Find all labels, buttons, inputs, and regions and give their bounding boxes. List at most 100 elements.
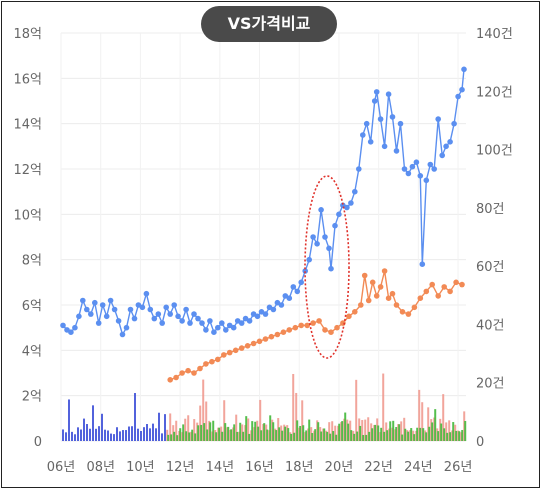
volume-bar: [242, 431, 245, 441]
series-point: [352, 188, 358, 195]
volume-bar: [367, 417, 370, 441]
series-point: [215, 356, 221, 363]
volume-bar: [338, 423, 341, 441]
series-point: [171, 302, 177, 308]
series-point: [179, 318, 185, 324]
series-point: [318, 207, 324, 213]
series-point: [423, 177, 430, 184]
volume-bar: [311, 433, 314, 441]
volume-bar: [155, 428, 157, 441]
series-point: [377, 284, 384, 290]
series-point: [203, 327, 209, 333]
volume-bar: [443, 428, 446, 441]
series-point: [417, 173, 424, 179]
volume-bar: [344, 412, 347, 441]
series-point: [223, 327, 229, 333]
series-point: [250, 340, 257, 347]
y-right-tick-label: 20건: [476, 377, 505, 392]
volume-bar: [143, 427, 145, 441]
volume-bar: [353, 433, 356, 441]
series-point: [417, 295, 424, 302]
y-right-tick-label: 100건: [476, 144, 513, 159]
volume-bar: [341, 421, 344, 441]
series-point: [203, 361, 209, 367]
series-point: [254, 313, 261, 320]
series-point: [280, 329, 287, 336]
volume-bar: [152, 423, 154, 441]
volume-bar: [104, 429, 106, 441]
series-point: [358, 302, 364, 308]
volume-bar: [464, 421, 467, 441]
series-point: [332, 222, 338, 229]
volume-bar: [202, 379, 205, 441]
volume-bar: [179, 428, 182, 441]
volume-bar: [440, 423, 443, 441]
y-left-tick-label: 0: [34, 435, 42, 450]
series-point: [413, 159, 420, 165]
series-point: [80, 297, 86, 304]
series-point: [381, 268, 388, 274]
series-point: [72, 324, 78, 331]
volume-bars: [62, 373, 467, 441]
volume-bar: [290, 433, 293, 441]
volume-bar: [197, 425, 200, 441]
vs-compare-button[interactable]: VS가격비교: [201, 6, 337, 42]
volume-bar: [193, 419, 196, 441]
x-tick-label: 12년: [166, 460, 195, 475]
y-right-tick-label: 80건: [476, 202, 505, 217]
series-point: [159, 320, 165, 326]
volume-bar: [221, 431, 224, 441]
volume-bar: [422, 428, 425, 441]
volume-bar: [182, 424, 185, 441]
volume-bar: [92, 405, 94, 441]
volume-bar: [184, 418, 187, 441]
series-point: [123, 324, 130, 331]
volume-bar: [263, 423, 266, 441]
series-point: [447, 139, 453, 145]
series-point: [371, 98, 378, 104]
y-left-tick-label: 14억: [13, 118, 42, 133]
y-left-tick-label: 8억: [22, 254, 42, 269]
series-point: [451, 120, 457, 127]
y-right-tick-label: 60건: [476, 260, 505, 275]
volume-bar: [335, 434, 338, 441]
series-point: [336, 211, 342, 218]
volume-bar: [281, 430, 284, 441]
volume-bar: [191, 429, 194, 441]
y-left-tick-label: 2억: [22, 390, 42, 405]
volume-bar: [205, 401, 208, 441]
volume-bar: [95, 428, 97, 441]
volume-bar: [254, 421, 257, 441]
volume-bar: [446, 432, 449, 441]
x-tick-label: 06년: [47, 460, 76, 475]
volume-bar: [449, 432, 452, 441]
x-axis: 06년 08년 10년 12년 14년 16년 18년 20년 22년 24년 26년: [47, 460, 473, 475]
series-point: [199, 320, 205, 326]
volume-bar: [65, 432, 67, 441]
volume-bar: [359, 425, 362, 441]
volume-bar: [98, 426, 100, 441]
series-point: [360, 132, 366, 138]
series-point: [187, 320, 193, 326]
volume-bar: [140, 431, 142, 441]
volume-bar: [209, 422, 212, 441]
series-point: [274, 331, 281, 338]
series-point: [393, 148, 400, 154]
series-point: [268, 333, 275, 340]
volume-bar: [212, 420, 215, 441]
volume-bar: [299, 425, 302, 441]
volume-bar: [86, 424, 88, 441]
volume-bar: [278, 427, 281, 441]
series-point: [221, 352, 227, 358]
volume-bar: [224, 423, 227, 441]
series-point: [270, 306, 277, 313]
volume-bar: [293, 432, 296, 441]
x-tick-label: 08년: [86, 460, 115, 475]
volume-bar: [101, 413, 103, 441]
series-point: [207, 318, 213, 324]
volume-bar: [89, 428, 91, 441]
series-point: [256, 338, 263, 345]
y-right-tick-label: 120건: [476, 85, 513, 100]
y-right-tick-label: 40건: [476, 318, 505, 333]
